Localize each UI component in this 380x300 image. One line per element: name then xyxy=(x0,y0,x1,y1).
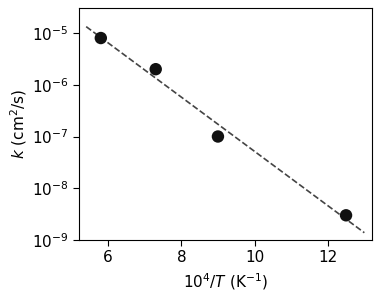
Point xyxy=(153,67,159,72)
Y-axis label: $k$ ($\mathrm{cm}^2/\mathrm{s}$): $k$ ($\mathrm{cm}^2/\mathrm{s}$) xyxy=(8,89,29,159)
X-axis label: $10^4/T$ ($\mathrm{K}^{-1}$): $10^4/T$ ($\mathrm{K}^{-1}$) xyxy=(183,271,268,292)
Point xyxy=(343,213,349,218)
Point xyxy=(98,36,104,40)
Point xyxy=(215,134,221,139)
